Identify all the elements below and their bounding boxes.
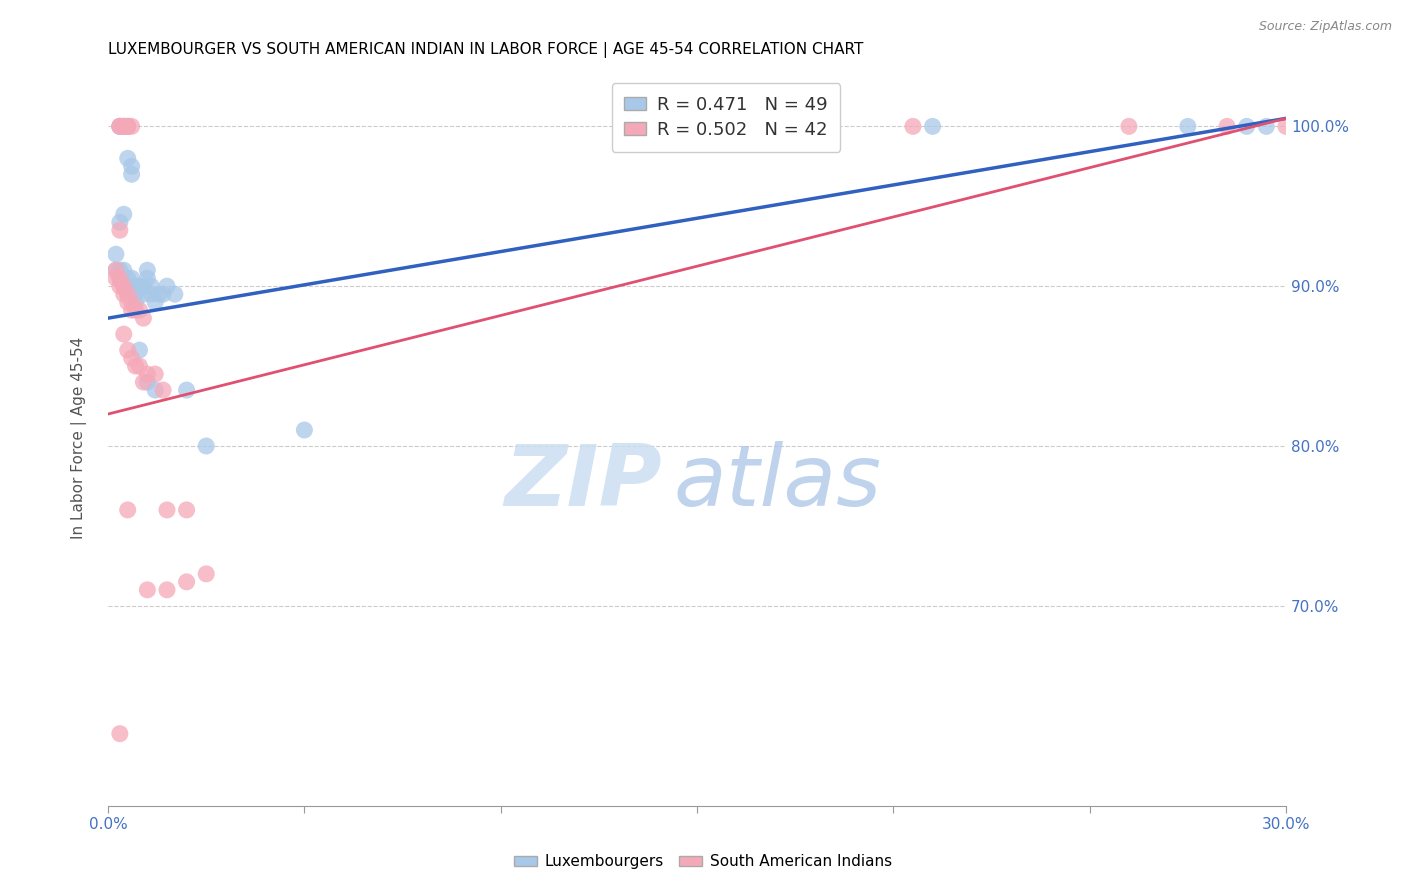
- Point: [112, 279, 135, 293]
- Point: [108, 263, 131, 277]
- Point: [143, 367, 166, 381]
- Point: [108, 120, 131, 134]
- Point: [176, 574, 198, 589]
- Point: [117, 503, 139, 517]
- Point: [124, 359, 146, 373]
- Point: [686, 120, 709, 134]
- Point: [124, 287, 146, 301]
- Point: [104, 271, 127, 285]
- Point: [163, 287, 186, 301]
- Point: [112, 279, 135, 293]
- Point: [117, 151, 139, 165]
- Point: [136, 263, 159, 277]
- Text: LUXEMBOURGER VS SOUTH AMERICAN INDIAN IN LABOR FORCE | AGE 45-54 CORRELATION CHA: LUXEMBOURGER VS SOUTH AMERICAN INDIAN IN…: [108, 42, 863, 58]
- Point: [117, 295, 139, 310]
- Point: [121, 279, 143, 293]
- Point: [117, 120, 139, 134]
- Point: [132, 311, 155, 326]
- Point: [121, 287, 143, 301]
- Point: [152, 383, 174, 397]
- Text: ZIP: ZIP: [505, 441, 662, 524]
- Point: [128, 279, 150, 293]
- Point: [117, 271, 139, 285]
- Point: [108, 120, 131, 134]
- Point: [152, 287, 174, 301]
- Point: [121, 303, 143, 318]
- Point: [124, 303, 146, 318]
- Point: [112, 263, 135, 277]
- Point: [112, 120, 135, 134]
- Point: [136, 271, 159, 285]
- Point: [132, 375, 155, 389]
- Legend: R = 0.471   N = 49, R = 0.502   N = 42: R = 0.471 N = 49, R = 0.502 N = 42: [612, 83, 841, 152]
- Text: Source: ZipAtlas.com: Source: ZipAtlas.com: [1258, 20, 1392, 33]
- Point: [143, 295, 166, 310]
- Point: [156, 279, 179, 293]
- Point: [112, 327, 135, 342]
- Point: [921, 120, 943, 134]
- Point: [901, 120, 924, 134]
- Point: [132, 287, 155, 301]
- Point: [156, 582, 179, 597]
- Point: [121, 120, 143, 134]
- Point: [108, 223, 131, 237]
- Point: [176, 503, 198, 517]
- Point: [117, 120, 139, 134]
- Point: [117, 287, 139, 301]
- Point: [124, 295, 146, 310]
- Point: [1236, 120, 1258, 134]
- Point: [121, 351, 143, 365]
- Point: [121, 159, 143, 173]
- Point: [136, 375, 159, 389]
- Point: [117, 279, 139, 293]
- Point: [108, 215, 131, 229]
- Point: [128, 303, 150, 318]
- Point: [195, 439, 218, 453]
- Point: [136, 367, 159, 381]
- Point: [1177, 120, 1199, 134]
- Point: [108, 271, 131, 285]
- Point: [143, 383, 166, 397]
- Point: [121, 271, 143, 285]
- Point: [136, 582, 159, 597]
- Legend: Luxembourgers, South American Indians: Luxembourgers, South American Indians: [508, 848, 898, 875]
- Point: [104, 263, 127, 277]
- Point: [104, 263, 127, 277]
- Point: [141, 279, 163, 293]
- Point: [148, 287, 170, 301]
- Point: [785, 120, 807, 134]
- Point: [112, 287, 135, 301]
- Point: [1275, 120, 1298, 134]
- Point: [112, 120, 135, 134]
- Point: [128, 343, 150, 358]
- Point: [112, 120, 135, 134]
- Point: [141, 287, 163, 301]
- Point: [108, 120, 131, 134]
- Point: [108, 279, 131, 293]
- Text: atlas: atlas: [673, 441, 882, 524]
- Point: [121, 295, 143, 310]
- Y-axis label: In Labor Force | Age 45-54: In Labor Force | Age 45-54: [72, 337, 87, 539]
- Point: [128, 359, 150, 373]
- Point: [1256, 120, 1278, 134]
- Point: [124, 279, 146, 293]
- Point: [117, 287, 139, 301]
- Point: [108, 120, 131, 134]
- Point: [112, 207, 135, 221]
- Point: [121, 167, 143, 181]
- Point: [108, 271, 131, 285]
- Point: [104, 247, 127, 261]
- Point: [292, 423, 315, 437]
- Point: [176, 383, 198, 397]
- Point: [1118, 120, 1140, 134]
- Point: [108, 727, 131, 741]
- Point: [1315, 120, 1337, 134]
- Point: [132, 279, 155, 293]
- Point: [156, 503, 179, 517]
- Point: [195, 566, 218, 581]
- Point: [1216, 120, 1239, 134]
- Point: [117, 343, 139, 358]
- Point: [117, 120, 139, 134]
